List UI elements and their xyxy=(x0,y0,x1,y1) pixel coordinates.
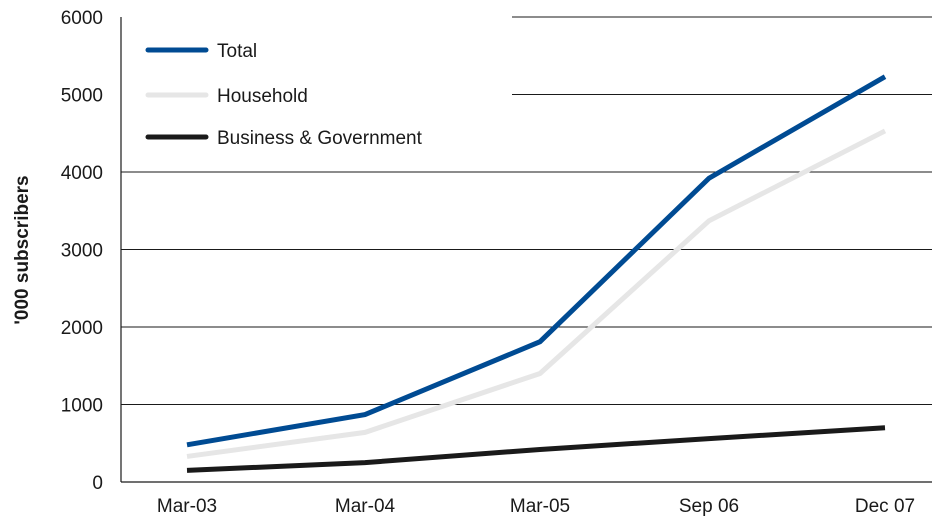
y-tick-label: 2000 xyxy=(61,318,103,339)
series-lines xyxy=(186,74,887,473)
y-tick-label: 6000 xyxy=(61,8,103,29)
legend-label-business-government: Business & Government xyxy=(217,128,423,149)
x-tick-label: Sep 06 xyxy=(679,496,739,517)
y-tick-label: 4000 xyxy=(61,163,103,184)
y-tick-label: 1000 xyxy=(61,396,103,417)
axes: 0 1000 2000 3000 4000 5000 6000 Mar-03 Mar-04 Mar… xyxy=(61,8,932,517)
y-tick-label: 5000 xyxy=(61,86,103,107)
x-tick-label: Mar-05 xyxy=(510,496,570,517)
x-tick-label: Dec 07 xyxy=(855,496,915,517)
legend-label-household: Household xyxy=(217,86,308,107)
y-tick-label: 0 xyxy=(92,473,103,494)
legend: Total Household Business & Government xyxy=(145,41,423,149)
gridlines xyxy=(121,16,932,405)
legend-label-total: Total xyxy=(217,41,257,62)
x-tick-label: Mar-04 xyxy=(335,496,396,517)
series-line-household xyxy=(186,128,887,459)
x-tick-label: Mar-03 xyxy=(157,496,217,517)
series-line-business-government xyxy=(186,425,886,473)
y-axis-title: '000 subscribers xyxy=(12,175,33,324)
y-tick-label: 3000 xyxy=(61,241,103,262)
series-line-total xyxy=(186,74,887,448)
